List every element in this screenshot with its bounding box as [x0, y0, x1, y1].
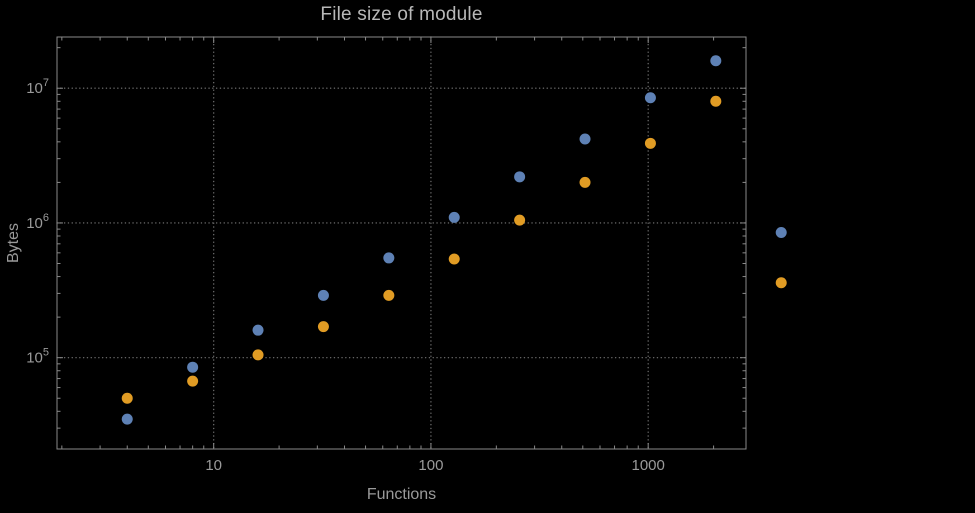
data-point — [187, 375, 199, 387]
plot-frame — [56, 36, 747, 450]
data-point — [121, 413, 133, 425]
data-point — [252, 349, 264, 361]
x-axis-label: Functions — [366, 486, 437, 503]
data-point — [710, 55, 722, 67]
data-point — [775, 226, 787, 238]
x-tick-label: 1000 — [631, 457, 664, 474]
data-point — [383, 289, 395, 301]
data-point — [187, 361, 199, 373]
data-point — [317, 289, 329, 301]
data-point — [121, 392, 133, 404]
data-point — [644, 137, 656, 149]
chart-title: File size of module — [320, 4, 483, 25]
data-point — [710, 95, 722, 107]
data-point — [252, 324, 264, 336]
data-point — [775, 277, 787, 289]
data-point — [317, 321, 329, 333]
y-axis-label: Bytes — [5, 222, 22, 264]
data-point — [448, 211, 460, 223]
data-point — [514, 171, 526, 183]
y-tick-label: 107 — [26, 77, 49, 97]
data-point — [383, 252, 395, 264]
x-tick-label: 10 — [205, 457, 222, 474]
data-point — [514, 214, 526, 226]
data-point — [448, 253, 460, 265]
data-point — [579, 133, 591, 145]
y-tick-label: 106 — [26, 212, 49, 232]
y-tick-label: 105 — [26, 347, 49, 367]
x-tick-label: 100 — [418, 457, 443, 474]
data-point — [579, 176, 591, 188]
data-point — [644, 92, 656, 104]
